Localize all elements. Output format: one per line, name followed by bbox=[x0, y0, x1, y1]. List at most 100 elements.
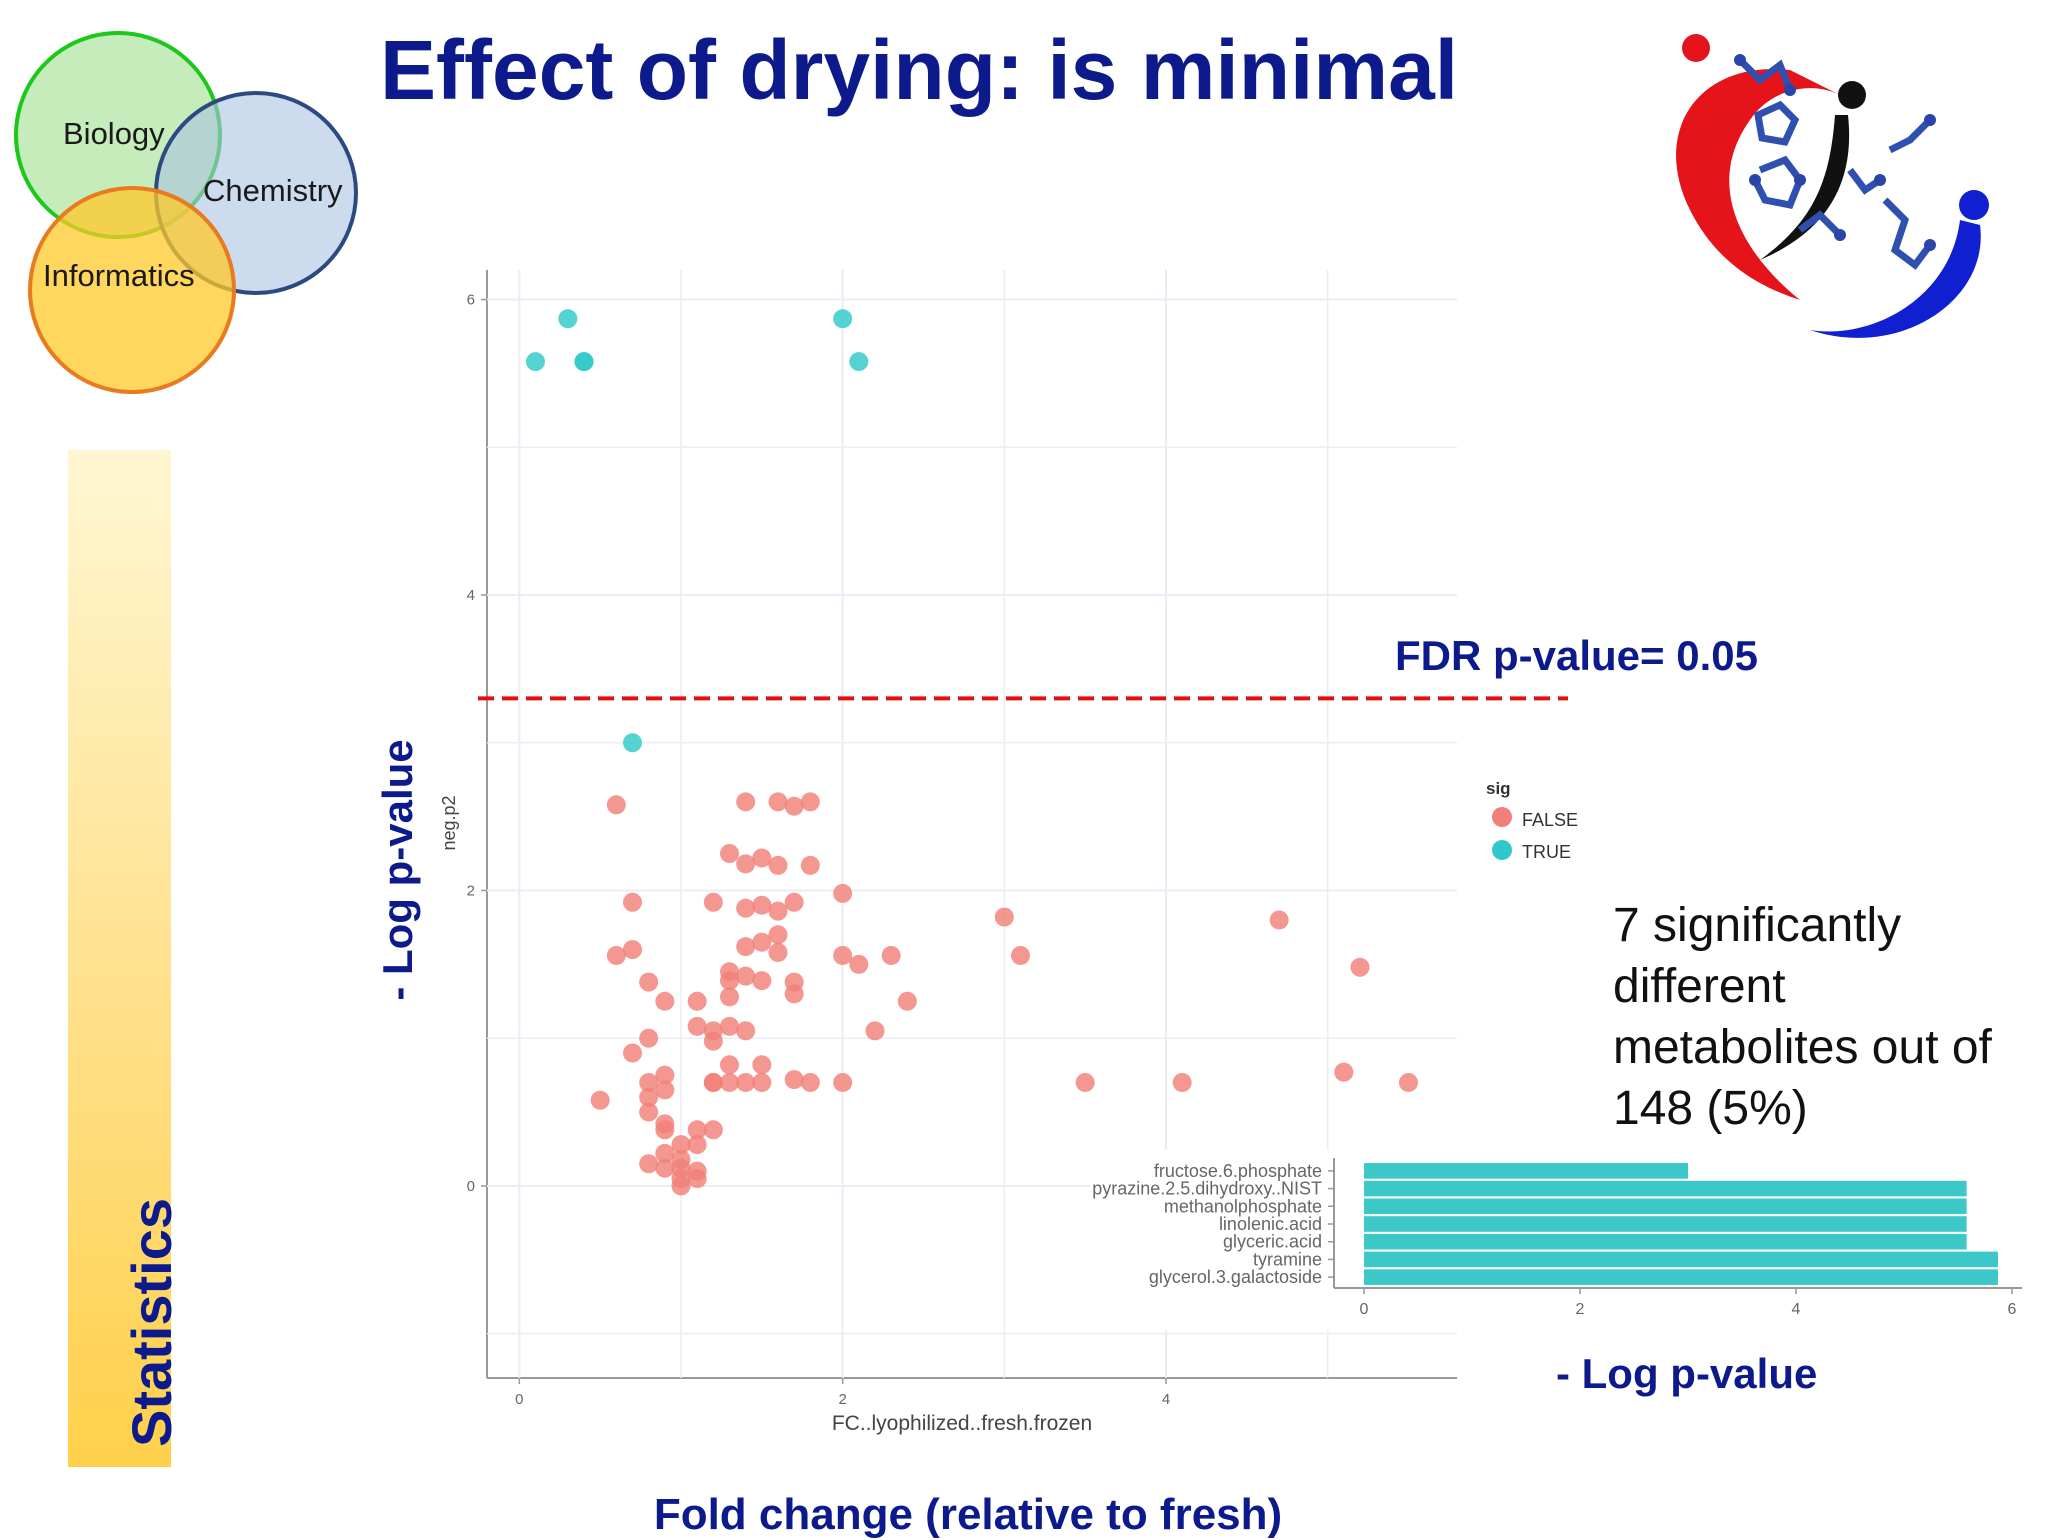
scatter-point-false bbox=[687, 991, 707, 1011]
scatter-point-true bbox=[558, 309, 578, 329]
scatter-point-false bbox=[687, 1169, 707, 1189]
scatter-point-true bbox=[849, 352, 869, 372]
scatter-point-false bbox=[800, 855, 820, 875]
scatter-point-false bbox=[833, 1073, 853, 1093]
scatter-point-false bbox=[720, 971, 739, 991]
scatter-point-false bbox=[865, 1021, 885, 1041]
scatter-point-false bbox=[639, 1102, 659, 1122]
scatter-point-false bbox=[768, 925, 788, 945]
scatter-point-false bbox=[703, 1073, 723, 1093]
legend-swatch-true bbox=[1492, 840, 1512, 860]
scatter-point-false bbox=[736, 792, 756, 812]
scatter-point-false bbox=[784, 984, 804, 1004]
threshold-label: FDR p-value= 0.05 bbox=[1395, 632, 1758, 679]
scatter-point-false bbox=[994, 907, 1014, 927]
legend-swatch-false bbox=[1492, 807, 1512, 827]
bar-axis-caption: - Log p-value bbox=[1556, 1350, 1818, 1397]
scatter-points bbox=[526, 309, 1418, 1196]
significant-bar-chart: glycerol.3.galactosidetyramineglyceric.a… bbox=[1090, 1150, 2048, 1330]
bar bbox=[1364, 1251, 1998, 1268]
scatter-point-false bbox=[784, 796, 804, 816]
scatter-point-false bbox=[655, 1120, 675, 1140]
scatter-point-false bbox=[833, 945, 853, 965]
venn-circle-informatics bbox=[28, 186, 236, 394]
venn-label-biology: Biology bbox=[63, 116, 165, 151]
scatter-point-false bbox=[606, 945, 626, 965]
volcano-scatter-plot: 0 2 4 0 2 4 6 FC..lyophilized..fresh.frozen ne… bbox=[439, 270, 1568, 1435]
scatter-point-false bbox=[752, 971, 772, 991]
bar bbox=[1364, 1233, 1967, 1250]
bar-category-label: linolenic.acid bbox=[1219, 1214, 1322, 1234]
scatter-point-false bbox=[752, 1073, 772, 1093]
scatter-ticks: 0 2 4 0 2 4 6 bbox=[467, 292, 1171, 1408]
scatter-point-false bbox=[671, 1176, 691, 1196]
venn-label-chemistry: Chemistry bbox=[203, 173, 343, 208]
scatter-point-false bbox=[1172, 1073, 1192, 1093]
logo bbox=[1640, 20, 2020, 370]
scatter-point-false bbox=[736, 1021, 756, 1041]
scatter-y-tick-label: 6 bbox=[467, 292, 475, 309]
scatter-point-false bbox=[671, 1135, 691, 1155]
bar bbox=[1364, 1269, 1998, 1285]
scatter-point-false bbox=[623, 940, 642, 960]
scatter-point-false bbox=[703, 1021, 723, 1041]
summary-text: 7 significantly different metabolites ou… bbox=[1613, 899, 1992, 1135]
scatter-y-tick-label: 0 bbox=[467, 1178, 475, 1195]
scatter-point-false bbox=[752, 932, 772, 952]
scatter-point-false bbox=[703, 892, 723, 912]
bar-category-label: fructose.6.phosphate bbox=[1154, 1161, 1322, 1181]
scatter-point-false bbox=[784, 1070, 804, 1090]
scatter-point-false bbox=[639, 1087, 659, 1107]
scatter-point-false bbox=[720, 1016, 739, 1036]
scatter-point-false bbox=[655, 1065, 675, 1085]
scatter-legend: sig FALSE TRUE bbox=[1486, 779, 1578, 862]
scatter-point-false bbox=[897, 991, 917, 1011]
scatter-point-false bbox=[655, 1158, 675, 1178]
scatter-point-false bbox=[1011, 945, 1030, 965]
scatter-x-label: FC..lyophilized..fresh.frozen bbox=[832, 1412, 1092, 1435]
venn-diagram: Biology Chemistry Informatics bbox=[0, 20, 380, 400]
statistics-sidebar: Statistics bbox=[68, 450, 183, 1467]
bar bbox=[1364, 1216, 1967, 1232]
scatter-point-false bbox=[849, 954, 869, 974]
scatter-y-tick-label: 2 bbox=[467, 882, 475, 899]
scatter-point-false bbox=[784, 892, 804, 912]
scatter-point-false bbox=[768, 943, 788, 963]
scatter-point-true bbox=[833, 309, 853, 329]
scatter-point-false bbox=[768, 792, 788, 812]
scatter-point-false bbox=[736, 854, 756, 874]
scatter-x-tick-label: 0 bbox=[515, 1391, 523, 1408]
scatter-point-true bbox=[526, 352, 545, 372]
scatter-point-false bbox=[736, 898, 756, 918]
scatter-y-label: neg.p2 bbox=[439, 795, 459, 850]
bar-chart-bars bbox=[1364, 1163, 1998, 1285]
scatter-point-false bbox=[881, 945, 901, 965]
scatter-point-false bbox=[639, 972, 659, 992]
scatter-point-false bbox=[655, 1143, 675, 1163]
bar-category-label: tyramine bbox=[1253, 1249, 1322, 1269]
scatter-point-false bbox=[606, 795, 626, 815]
bar-chart-ticks: glycerol.3.galactosidetyramineglyceric.a… bbox=[1092, 1161, 2016, 1318]
scatter-point-false bbox=[720, 987, 739, 1007]
scatter-y-tick-label: 4 bbox=[467, 587, 475, 604]
scatter-point-false bbox=[736, 937, 756, 957]
scatter-point-false bbox=[720, 1055, 739, 1075]
scatter-point-false bbox=[833, 883, 853, 903]
scatter-point-false bbox=[800, 792, 820, 812]
x-axis-caption: Fold change (relative to fresh) bbox=[653, 1490, 1283, 1539]
scatter-point-false bbox=[736, 966, 756, 986]
scatter-point-false bbox=[1334, 1062, 1354, 1082]
scatter-point-false bbox=[752, 848, 772, 868]
scatter-point-false bbox=[1075, 1073, 1095, 1093]
scatter-point-false bbox=[752, 1055, 772, 1075]
scatter-point-false bbox=[800, 1073, 820, 1093]
bar-category-label: pyrazine.2.5.dihydroxy..NIST bbox=[1092, 1179, 1322, 1199]
bar-category-label: methanolphosphate bbox=[1164, 1196, 1322, 1216]
scatter-point-false bbox=[655, 1080, 675, 1100]
bar-x-tick-label: 6 bbox=[2008, 1301, 2017, 1318]
scatter-point-false bbox=[720, 844, 739, 864]
scatter-point-false bbox=[687, 1120, 707, 1140]
slide-title: Effect of drying: is minimal bbox=[380, 23, 1459, 117]
venn-label-informatics: Informatics bbox=[43, 258, 195, 293]
legend-entry-false: FALSE bbox=[1522, 810, 1578, 830]
